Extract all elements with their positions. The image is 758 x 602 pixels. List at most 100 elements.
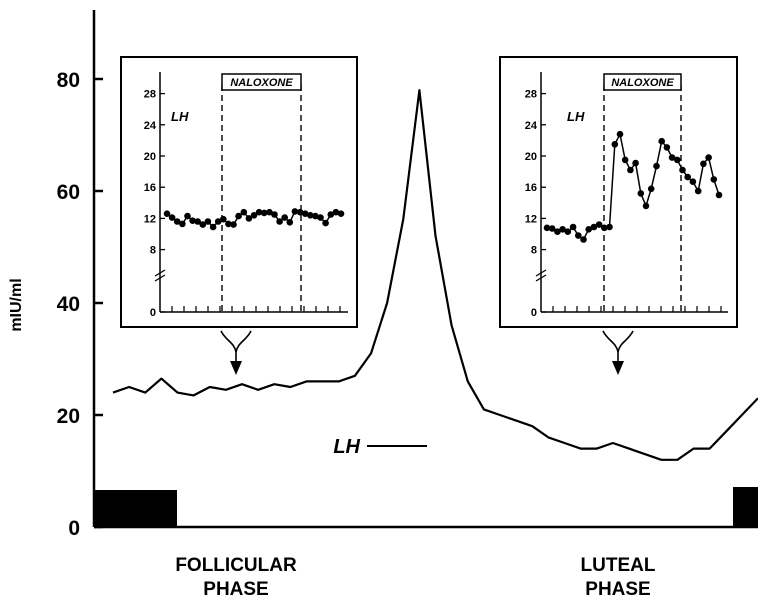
inset-x-axis-ticks	[171, 306, 341, 312]
arrow-head	[612, 361, 624, 375]
lh-data-point	[679, 166, 686, 174]
lh-data-point	[291, 208, 299, 215]
lh-data-point	[296, 208, 304, 216]
lh-data-point	[204, 218, 212, 225]
lh-data-point	[601, 224, 608, 232]
lh-data-point	[245, 215, 253, 222]
main-y-axis-ticks: 0 20 40 60 80	[57, 69, 103, 540]
lh-data-point	[627, 166, 634, 174]
lh-data-point	[647, 185, 655, 193]
lh-data-point	[559, 226, 566, 233]
main-y-tick-label: 20	[57, 405, 80, 428]
inset-y-tick-label: 8	[531, 245, 537, 257]
lh-legend-label: LH	[333, 436, 360, 458]
lh-data-point	[621, 156, 629, 164]
lh-data-point	[260, 209, 268, 217]
pointer-arrow-luteal	[602, 330, 634, 375]
lh-data-point	[301, 210, 309, 217]
lh-data-point	[199, 221, 207, 228]
main-y-tick-label: 80	[57, 69, 80, 92]
inset-lh-label: LH	[171, 109, 189, 124]
lh-data-point	[322, 219, 329, 227]
lh-data-point	[632, 159, 639, 167]
naloxone-label: NALOXONE	[230, 77, 293, 89]
inset-y-tick-label: 20	[525, 151, 537, 163]
lh-data-point	[276, 218, 283, 225]
lh-data-point	[179, 220, 186, 228]
lh-data-point	[194, 218, 201, 225]
inset-y-tick-label: 8	[150, 245, 156, 257]
inset-y-tick-label: 20	[144, 151, 156, 163]
lh-data-point	[658, 137, 665, 145]
main-y-tick-label: 40	[57, 293, 80, 316]
inset-y-axis-ticks: 0 8 12 16 20 24 28	[525, 89, 547, 319]
lh-data-point	[700, 160, 707, 168]
arrow-curve	[617, 330, 634, 353]
inset-lh-line	[546, 131, 720, 241]
main-y-tick-label: 0	[68, 517, 80, 540]
main-y-tick-label: 60	[57, 181, 80, 204]
lh-data-point	[674, 156, 681, 164]
inset-follicular: 0 8 12 16 20 24 28 NALOXONE LH	[120, 56, 358, 328]
inset-frame	[120, 56, 358, 328]
lh-data-point	[271, 211, 278, 218]
lh-data-point	[543, 224, 551, 232]
pointer-arrow-follicular	[220, 330, 252, 375]
menses-bar-right	[733, 487, 758, 526]
arrow-curve	[602, 330, 619, 362]
luteal-phase-label: LUTEAL PHASE	[581, 555, 656, 600]
phase-label-line: FOLLICULAR	[175, 555, 297, 576]
lh-data-point	[168, 214, 176, 221]
inset-y-tick-label: 12	[525, 213, 537, 225]
lh-data-point	[209, 223, 217, 231]
lh-data-point	[281, 214, 289, 221]
lh-data-point	[286, 219, 294, 226]
lh-data-point	[569, 223, 577, 231]
inset-y-tick-label: 28	[144, 89, 156, 101]
arrow-curve	[235, 330, 252, 353]
lh-data-point	[575, 232, 582, 239]
inset-luteal: 0 8 12 16 20 24 28 NALOXONE LH	[499, 56, 738, 328]
inset-y-tick-label: 24	[144, 120, 157, 132]
lh-data-point	[642, 202, 650, 210]
lh-data-point	[694, 187, 702, 195]
lh-data-point	[585, 226, 592, 233]
lh-data-point	[327, 211, 335, 218]
lh-data-point	[668, 154, 676, 161]
lh-data-point	[548, 225, 556, 232]
lh-data-point	[184, 212, 191, 220]
inset-lh-points	[163, 208, 345, 231]
naloxone-label-box	[603, 73, 682, 91]
lh-data-point	[715, 191, 723, 199]
lh-data-point	[163, 210, 171, 217]
lh-data-point	[710, 176, 718, 183]
lh-data-point	[220, 215, 227, 223]
inset-y-tick-label: 16	[525, 182, 537, 194]
inset-y-tick-label: 12	[144, 213, 156, 225]
main-y-axis-label: mIU/ml	[8, 278, 25, 331]
lh-data-point	[317, 214, 324, 221]
phase-label-line: LUTEAL	[581, 555, 656, 576]
inset-y-axis-ticks: 0 8 12 16 20 24 28	[144, 89, 166, 319]
lh-data-point	[332, 208, 340, 216]
follicular-phase-label: FOLLICULAR PHASE	[175, 555, 297, 600]
lh-data-point	[235, 212, 242, 220]
lh-data-point	[189, 217, 196, 224]
arrow-curve	[220, 330, 237, 362]
lh-data-point	[637, 190, 645, 197]
lh-data-point	[266, 208, 273, 216]
phase-label-line: PHASE	[585, 579, 650, 600]
lh-data-point	[653, 162, 660, 170]
lh-data-point	[705, 154, 712, 161]
menses-bar-left	[94, 490, 177, 526]
lh-data-point	[590, 223, 598, 231]
lh-data-point	[250, 212, 258, 219]
naloxone-label-box	[221, 73, 302, 91]
lh-data-point	[225, 220, 232, 228]
inset-y-tick-label: 16	[144, 182, 156, 194]
lh-data-point	[214, 218, 222, 225]
lh-data-point	[173, 218, 181, 225]
inset-y-tick-label: 0	[531, 307, 537, 319]
lh-data-point	[554, 228, 561, 235]
